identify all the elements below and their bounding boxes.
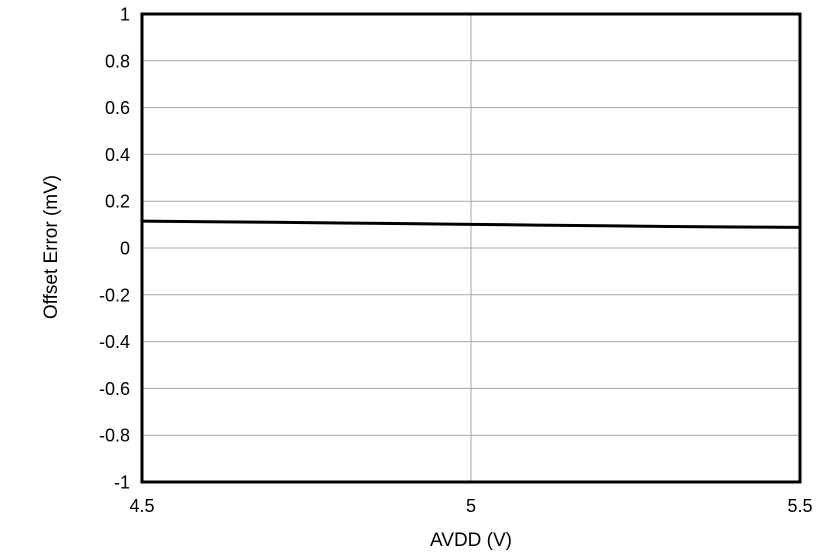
x-tick-label: 4.5 bbox=[129, 496, 154, 516]
y-tick-label: 0.8 bbox=[105, 51, 130, 71]
y-tick-label: 0.4 bbox=[105, 145, 130, 165]
y-tick-label: 0 bbox=[120, 239, 130, 259]
y-tick-label: -1 bbox=[114, 473, 130, 493]
data-line-offset-error bbox=[141, 219, 801, 229]
y-tick-label: 0.6 bbox=[105, 98, 130, 118]
y-tick-label: -0.8 bbox=[99, 426, 130, 446]
y-tick-label: 1 bbox=[120, 5, 130, 25]
y-axis-title: Offset Error (mV) bbox=[41, 174, 62, 320]
plot-frame bbox=[140, 12, 802, 484]
y-tick-label: -0.4 bbox=[99, 332, 130, 352]
y-tick-label: -0.2 bbox=[99, 285, 130, 305]
x-axis-title: AVDD (V) bbox=[430, 530, 512, 551]
y-tick-label: -0.6 bbox=[99, 379, 130, 399]
x-tick-label: 5.5 bbox=[787, 496, 812, 516]
y-tick-label: 0.2 bbox=[105, 192, 130, 212]
x-tick-label: 5 bbox=[466, 496, 476, 516]
